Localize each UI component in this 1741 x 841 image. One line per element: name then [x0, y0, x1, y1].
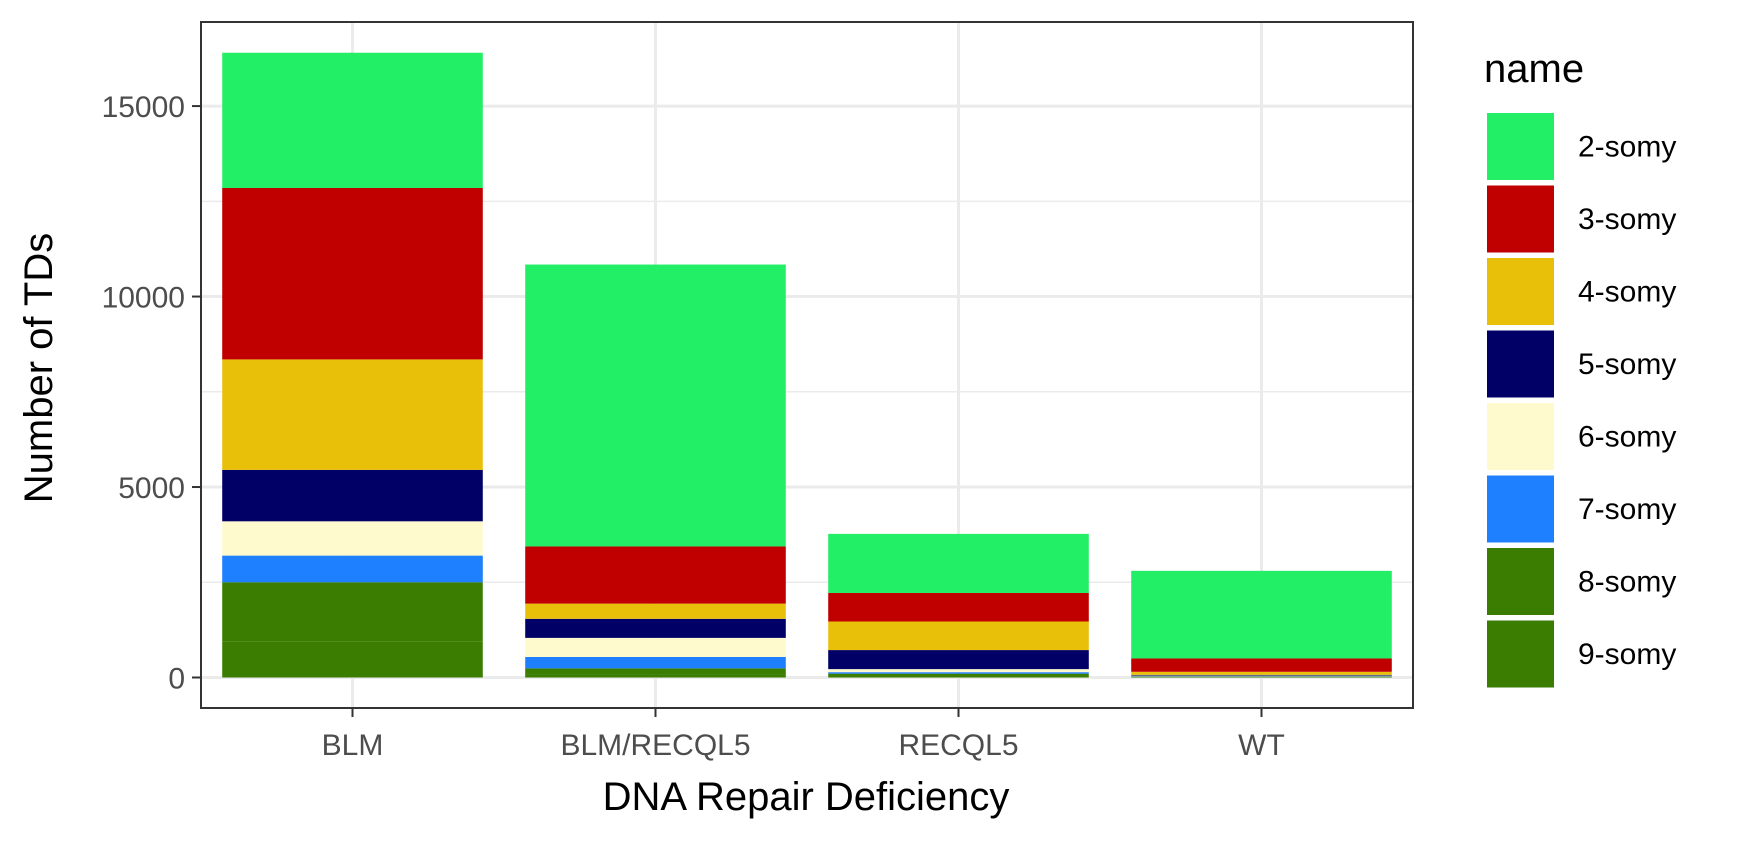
x-axis-title: DNA Repair Deficiency: [603, 775, 1010, 819]
legend-key: [1487, 185, 1554, 253]
bar-segment: [525, 637, 786, 657]
legend-title: name: [1484, 47, 1584, 91]
bar-segment: [828, 621, 1089, 651]
bar-segment: [1131, 674, 1392, 676]
y-axis: 0 5000 10000 15000: [102, 91, 201, 696]
legend-key: [1487, 258, 1554, 325]
bar-segment: [1131, 671, 1392, 675]
legend-item: 7-somy: [1487, 475, 1676, 543]
legend-label: 8-somy: [1578, 566, 1676, 599]
legend-label: 3-somy: [1578, 203, 1676, 236]
bar-segment: [525, 668, 786, 675]
legend-item: 3-somy: [1487, 185, 1676, 253]
bar-segment: [828, 672, 1089, 674]
bar-segment: [828, 675, 1089, 678]
legend-item: 8-somy: [1487, 548, 1676, 615]
bar-segment: [525, 264, 786, 547]
bar-segment: [222, 359, 483, 470]
bar-segment: [525, 618, 786, 638]
legend-label: 9-somy: [1578, 638, 1676, 671]
bar-segment: [828, 650, 1089, 670]
panel-border-group: [200, 21, 1414, 709]
bar-segment: [525, 674, 786, 678]
legend-key: [1487, 548, 1554, 615]
legend-key: [1487, 330, 1554, 398]
bar-segment: [222, 582, 483, 642]
legend-item: 5-somy: [1487, 330, 1676, 398]
bar-segment: [828, 669, 1089, 673]
y-tick-label: 10000: [102, 282, 185, 315]
y-tick-label: 0: [168, 663, 185, 696]
panel-border: [200, 21, 1414, 709]
bar-segment: [222, 52, 483, 188]
legend-label: 5-somy: [1578, 348, 1676, 381]
bar-segment: [222, 555, 483, 583]
legend-item: 4-somy: [1487, 258, 1676, 325]
legend-item: 9-somy: [1487, 620, 1676, 688]
legend-item: 2-somy: [1487, 113, 1676, 180]
bar-segment: [222, 187, 483, 360]
y-tick-label: 5000: [118, 472, 185, 505]
legend-label: 6-somy: [1578, 421, 1676, 454]
bar-segment: [828, 673, 1089, 676]
bar-segment: [525, 656, 786, 669]
x-tick-label: BLM: [322, 729, 384, 762]
bar-segment: [1131, 675, 1392, 677]
x-tick-label: RECQL5: [898, 729, 1018, 762]
bar-segment: [1131, 570, 1392, 659]
legend-key: [1487, 403, 1554, 470]
bar-segment: [1131, 676, 1392, 678]
bar-segment: [222, 521, 483, 556]
legend-label: 7-somy: [1578, 493, 1676, 526]
legend-key: [1487, 620, 1554, 688]
x-tick-label: WT: [1238, 729, 1285, 762]
legend-label: 2-somy: [1578, 131, 1676, 164]
y-axis-title: Number of TDs: [17, 233, 61, 503]
legend-key: [1487, 113, 1554, 180]
bar-segment: [525, 546, 786, 604]
x-tick-label: BLM/RECQL5: [560, 729, 750, 762]
legend-key: [1487, 475, 1554, 543]
bars: [222, 52, 1392, 678]
legend-item: 6-somy: [1487, 403, 1676, 470]
bar-segment: [222, 469, 483, 522]
y-tick-label: 15000: [102, 91, 185, 124]
bar-segment: [828, 592, 1089, 622]
bar-segment: [525, 603, 786, 619]
legend-label: 4-somy: [1578, 276, 1676, 309]
x-axis: BLM BLM/RECQL5 RECQL5 WT: [322, 708, 1285, 762]
bar-segment: [828, 533, 1089, 593]
bar-segment: [1131, 658, 1392, 672]
legend: name 2-somy 3-somy 4-somy 5-somy 6-somy 7-som…: [1484, 47, 1676, 688]
bar-segment: [222, 641, 483, 678]
